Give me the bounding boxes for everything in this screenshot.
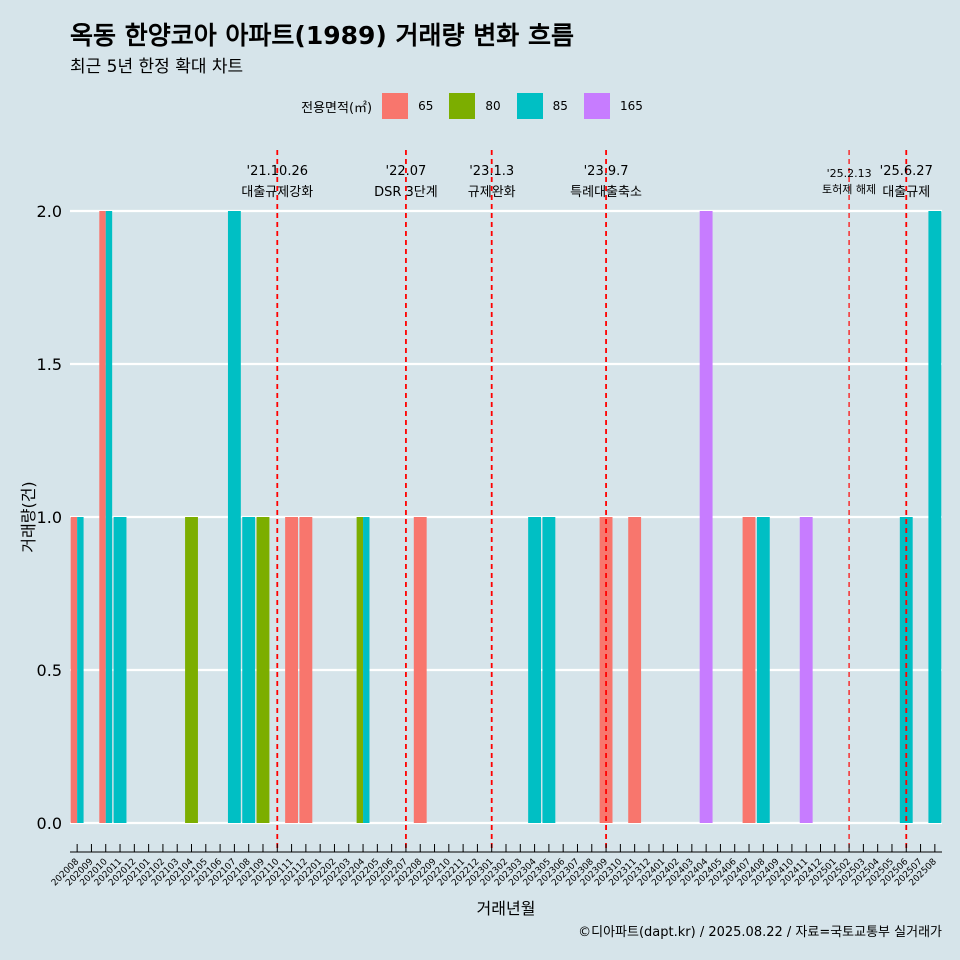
- legend-swatch-85: [516, 93, 543, 119]
- bar-85-202305: [542, 517, 556, 823]
- bar-80-202204: [356, 517, 364, 823]
- legend-label-85: 85: [552, 99, 568, 113]
- event-markers: '21.10.26 대출규제강화 '22.07 DSR 3단계 '23.1.3 규제완화 '…: [241, 150, 933, 852]
- bar-85-202107: [227, 211, 241, 823]
- event-label: 규제완화: [468, 185, 516, 200]
- bar-65-202309: [599, 517, 613, 823]
- bar-85-202508: [928, 211, 942, 823]
- event-date-label: '25.6.27: [880, 164, 933, 179]
- chart-subtitle: 최근 5년 한정 확대 차트: [70, 57, 244, 77]
- x-axis-label: 거래년월: [477, 899, 536, 918]
- chart-title: 옥동 한양코아 아파트(1989) 거래량 변화 흐름: [70, 21, 574, 50]
- bar-65-202111: [285, 517, 299, 823]
- bar-80-202109: [256, 517, 270, 823]
- event-date-label: '25.2.13: [827, 167, 872, 180]
- bar-85-202010: [105, 211, 113, 823]
- legend-label-80: 80: [485, 99, 501, 113]
- y-tick-label: 1.0: [37, 508, 62, 527]
- bar-80-202104: [185, 517, 198, 823]
- event-date-label: '23.9.7: [584, 164, 629, 179]
- source-caption: ©디아파트(dapt.kr) / 2025.08.22 / 자료=국토교통부 실…: [578, 925, 942, 940]
- bar-85-202506: [899, 517, 913, 823]
- bar-85-202008: [77, 517, 84, 823]
- bar-85-202011: [113, 517, 127, 823]
- event-label: 특례대출축소: [570, 185, 642, 200]
- legend-item-80: 80: [449, 93, 501, 119]
- bar-65-202208: [413, 517, 427, 823]
- legend: 전용면적(㎡) 65 80 85 165: [0, 93, 960, 119]
- grid-lines: [70, 209, 942, 825]
- event-date-label: '23.1.3: [469, 164, 514, 179]
- legend-swatch-165: [583, 93, 610, 119]
- bar-85-202304: [528, 517, 542, 823]
- event-label: 대출규제강화: [241, 185, 313, 200]
- bar-85-202408: [756, 517, 770, 823]
- bars: [70, 211, 942, 823]
- event-label: DSR 3단계: [374, 185, 438, 200]
- bar-65-202407: [742, 517, 756, 823]
- y-tick-label: 0.5: [37, 661, 62, 680]
- event-date-label: '21.10.26: [247, 164, 308, 179]
- y-tick-label: 1.5: [37, 355, 62, 374]
- legend-label-65: 65: [418, 99, 434, 113]
- y-axis-label: 거래량(건): [19, 481, 38, 552]
- legend-swatch-80: [449, 93, 476, 119]
- legend-item-165: 165: [583, 93, 643, 119]
- event-label: 대출규제: [882, 185, 930, 200]
- bar-65-202008: [70, 517, 78, 823]
- y-tick-label: 0.0: [37, 814, 62, 833]
- bar-165-202404: [699, 211, 713, 823]
- bar-165-202411: [799, 517, 813, 823]
- bar-65-202010: [99, 211, 106, 823]
- bar-65-202112: [299, 517, 313, 823]
- y-tick-label: 2.0: [37, 202, 62, 221]
- event-label: 토허제 해제: [822, 182, 876, 196]
- legend-item-85: 85: [516, 93, 568, 119]
- legend-item-65: 65: [382, 93, 433, 119]
- event-date-label: '22.07: [386, 164, 427, 179]
- bar-65-202311: [628, 517, 642, 823]
- legend-swatch-65: [382, 93, 409, 119]
- bar-85-202108: [242, 517, 256, 823]
- bar-85-202204: [363, 517, 370, 823]
- legend-title: 전용면적(㎡): [301, 100, 373, 116]
- legend-label-165: 165: [619, 99, 643, 113]
